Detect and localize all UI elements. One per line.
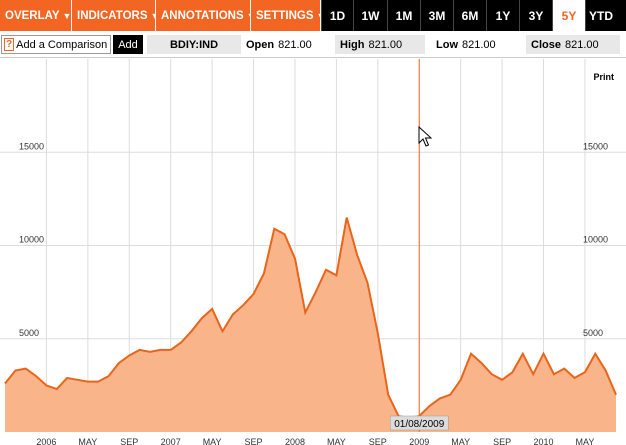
price-area xyxy=(5,217,616,432)
close-label: Close xyxy=(531,38,561,51)
overlay-menu-button[interactable]: OVERLAY ▼ xyxy=(0,0,72,31)
y-tick-label-left: 15000 xyxy=(19,141,44,151)
range-6m-button[interactable]: 6M xyxy=(453,0,486,31)
high-amount: 821.00 xyxy=(368,38,403,51)
overlay-menu-label: OVERLAY xyxy=(5,9,60,22)
range-5y-button[interactable]: 5Y xyxy=(552,0,585,31)
open-value: Open 821.00 xyxy=(241,35,331,54)
close-amount: 821.00 xyxy=(564,38,599,51)
open-label: Open xyxy=(246,38,275,51)
range-1w-button[interactable]: 1W xyxy=(353,0,387,31)
x-tick-label: MAY xyxy=(576,437,595,445)
x-tick-label: SEP xyxy=(120,437,138,445)
low-label: Low xyxy=(436,38,458,51)
x-tick-label: MAY xyxy=(203,437,222,445)
add-comparison-label: Add a Comparison xyxy=(16,38,108,51)
x-tick-label: 2010 xyxy=(533,437,553,445)
mouse-pointer-icon xyxy=(418,126,432,147)
y-tick-label-left: 5000 xyxy=(19,328,39,338)
x-tick-label: 2008 xyxy=(285,437,305,445)
add-comparison-button[interactable]: Add xyxy=(113,35,143,54)
y-tick-label-right: 15000 xyxy=(583,141,608,151)
y-axis-left: 5000 10000 15000 xyxy=(19,141,44,338)
indicators-menu-button[interactable]: INDICATORS ▼ xyxy=(72,0,159,31)
crosshair-tag-box xyxy=(389,415,449,431)
open-amount: 821.00 xyxy=(278,38,312,51)
annotations-menu-label: ANNOTATIONS xyxy=(161,9,244,22)
high-label: High xyxy=(340,38,365,51)
x-axis: 2006 MAY SEP 2007 MAY SEP 2008 MAY SEP 2009 MAY SEP… xyxy=(36,437,594,445)
ticker-symbol: BDIY:IND xyxy=(147,35,241,54)
help-icon[interactable]: ? xyxy=(4,38,15,51)
chart-toolbar: OVERLAY ▼ INDICATORS ▼ ANNOTATIONS ▼ SET… xyxy=(0,0,626,31)
x-tick-label: SEP xyxy=(369,437,387,445)
y-tick-label-right: 5000 xyxy=(583,328,603,338)
settings-menu-label: SETTINGS xyxy=(256,9,314,22)
low-amount: 821.00 xyxy=(462,38,496,51)
chevron-down-icon: ▼ xyxy=(150,10,160,21)
x-tick-label: MAY xyxy=(327,437,346,445)
x-tick-label: 2006 xyxy=(36,437,56,445)
crosshair-date-label: 01/08/2009 xyxy=(394,419,444,430)
quote-info-bar: ? Add a Comparison Add BDIY:IND Open 821.… xyxy=(0,31,626,58)
crosshair-date-tag: 01/08/2009 xyxy=(389,415,449,431)
range-1d-button[interactable]: 1D xyxy=(321,0,353,31)
close-value: Close 821.00 xyxy=(526,35,620,54)
low-value: Low 821.00 xyxy=(431,35,521,54)
high-value: High 821.00 xyxy=(335,35,425,54)
price-chart[interactable]: 5000 10000 15000 5000 10000 15000 2006 MAY SEP… xyxy=(0,59,626,445)
x-tick-label: 2009 xyxy=(409,437,429,445)
y-tick-label-left: 10000 xyxy=(19,235,44,245)
chevron-down-icon: ▼ xyxy=(62,10,72,21)
add-comparison-input[interactable]: ? Add a Comparison xyxy=(1,35,111,54)
x-tick-label: MAY xyxy=(451,437,470,445)
settings-menu-button[interactable]: SETTINGS ▼ xyxy=(251,0,325,31)
range-3m-button[interactable]: 3M xyxy=(420,0,453,31)
print-link[interactable]: Print xyxy=(593,72,614,82)
x-tick-label: MAY xyxy=(78,437,97,445)
range-ytd-button[interactable]: YTD xyxy=(585,0,616,31)
y-axis-right: 5000 10000 15000 xyxy=(583,141,608,338)
y-tick-label-right: 10000 xyxy=(583,235,608,245)
x-tick-label: 2007 xyxy=(161,437,181,445)
range-1m-button[interactable]: 1M xyxy=(387,0,420,31)
x-tick-label: SEP xyxy=(245,437,263,445)
price-line xyxy=(4,217,617,420)
chevron-down-icon: ▼ xyxy=(317,11,326,21)
indicators-menu-label: INDICATORS xyxy=(77,9,148,22)
x-tick-label: SEP xyxy=(493,437,511,445)
range-3y-button[interactable]: 3Y xyxy=(519,0,552,31)
range-1y-button[interactable]: 1Y xyxy=(486,0,519,31)
annotations-menu-button[interactable]: ANNOTATIONS ▼ xyxy=(156,0,256,31)
